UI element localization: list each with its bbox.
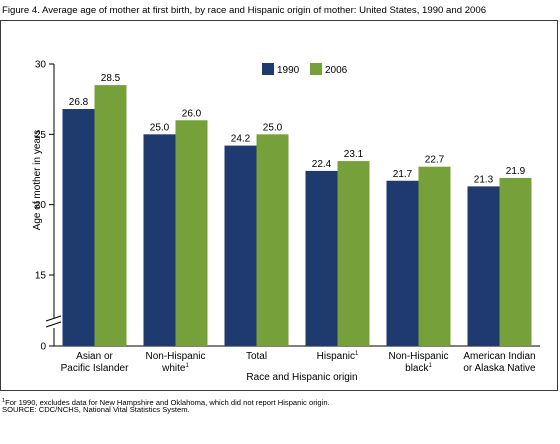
footnote-marker: 1	[2, 398, 6, 404]
y-axis-title: Age of mother in years	[32, 130, 43, 231]
legend-label-2006: 2006	[325, 65, 348, 76]
bar-1990	[143, 134, 176, 346]
legend-label-1990: 1990	[277, 65, 300, 76]
chart-category-labels: Asian or Pacific Islander Non-Hispanic whit…	[61, 351, 536, 374]
data-label-1990: 21.3	[474, 174, 494, 185]
data-label-1990: 21.7	[393, 169, 413, 180]
chart-data-labels: 26.8 28.5 25.0 26.0 24.2 25.0 22.4 23.1 21.7 22.7…	[69, 73, 526, 185]
y-tick-label: 0	[40, 342, 46, 353]
category-label: Asian or Pacific Islander	[61, 351, 129, 374]
chart-bars	[62, 85, 532, 347]
category-label: Non-Hispanic white1	[145, 351, 205, 374]
bar-2006	[256, 134, 289, 346]
data-label-2006: 25.0	[263, 122, 283, 133]
bar-2006	[175, 120, 208, 347]
data-label-2006: 28.5	[101, 73, 121, 84]
bar-2006	[94, 85, 127, 346]
chart-axes: 0 15 20 25 30	[35, 60, 540, 353]
bar-1990	[224, 145, 257, 346]
bar-1990	[467, 186, 500, 346]
y-tick-label: 25	[35, 130, 47, 141]
y-tick-label: 20	[35, 200, 47, 211]
legend-swatch-2006	[310, 63, 322, 75]
y-tick-label: 15	[35, 271, 47, 282]
footnote: 1For 1990, excludes data for New Hampshi…	[2, 396, 330, 408]
bar-1990	[305, 170, 338, 346]
footnote-text: For 1990, excludes data for New Hampshir…	[5, 398, 330, 407]
category-label: American Indian or Alaska Native	[463, 351, 536, 374]
data-label-1990: 24.2	[231, 134, 251, 145]
chart-frame	[0, 20, 558, 391]
x-axis-title: Race and Hispanic origin	[246, 372, 357, 383]
category-label: Hispanic1	[317, 351, 359, 362]
data-label-1990: 26.8	[69, 97, 89, 108]
data-label-2006: 26.0	[182, 108, 202, 119]
data-label-2006: 21.9	[506, 166, 526, 177]
category-label: Total	[246, 351, 267, 362]
data-label-1990: 25.0	[150, 122, 170, 133]
chart-legend: 1990 2006	[262, 63, 348, 76]
bar-2006	[337, 161, 370, 346]
axis-break-mark	[45, 315, 62, 322]
data-label-1990: 22.4	[312, 159, 332, 170]
source-note: SOURCE: CDC/NCHS, National Vital Statist…	[2, 405, 190, 414]
legend-swatch-1990	[262, 63, 274, 75]
category-label: Non-Hispanic black1	[388, 351, 448, 374]
bar-1990	[386, 180, 419, 346]
bar-1990	[62, 109, 95, 346]
axis-break-mark	[45, 321, 62, 328]
figure-title: Figure 4. Average age of mother at first…	[2, 5, 487, 16]
y-tick-label: 30	[35, 60, 47, 71]
bar-2006	[418, 166, 451, 346]
data-label-2006: 23.1	[344, 149, 364, 160]
data-label-2006: 22.7	[425, 155, 445, 166]
bar-2006	[499, 177, 532, 346]
